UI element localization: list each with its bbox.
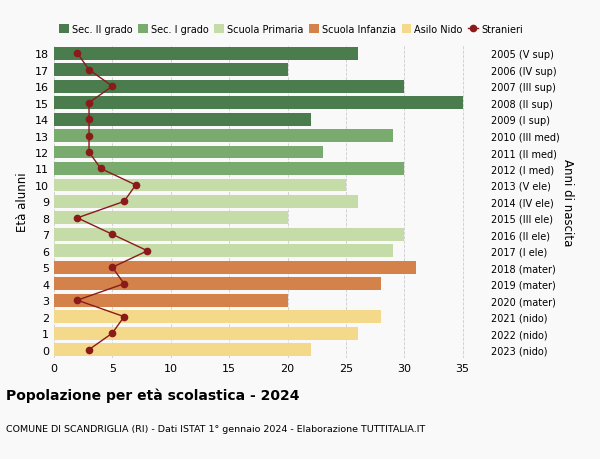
Bar [54, 97, 463, 110]
Y-axis label: Età alunni: Età alunni [16, 172, 29, 232]
Bar [54, 212, 287, 225]
Bar [54, 146, 323, 159]
Bar [54, 113, 311, 126]
Bar [54, 245, 392, 257]
Bar [54, 311, 381, 323]
Bar [54, 64, 287, 77]
Bar [54, 294, 287, 307]
Bar [54, 179, 346, 192]
Bar [54, 130, 392, 143]
Text: Popolazione per età scolastica - 2024: Popolazione per età scolastica - 2024 [6, 388, 299, 403]
Bar [54, 327, 358, 340]
Bar [54, 196, 358, 208]
Bar [54, 229, 404, 241]
Text: COMUNE DI SCANDRIGLIA (RI) - Dati ISTAT 1° gennaio 2024 - Elaborazione TUTTITALI: COMUNE DI SCANDRIGLIA (RI) - Dati ISTAT … [6, 425, 425, 434]
Bar [54, 48, 358, 61]
Y-axis label: Anni di nascita: Anni di nascita [560, 158, 574, 246]
Bar [54, 162, 404, 175]
Bar [54, 81, 404, 93]
Bar [54, 261, 416, 274]
Bar [54, 343, 311, 356]
Legend: Sec. II grado, Sec. I grado, Scuola Primaria, Scuola Infanzia, Asilo Nido, Stran: Sec. II grado, Sec. I grado, Scuola Prim… [59, 25, 523, 35]
Bar [54, 278, 381, 291]
